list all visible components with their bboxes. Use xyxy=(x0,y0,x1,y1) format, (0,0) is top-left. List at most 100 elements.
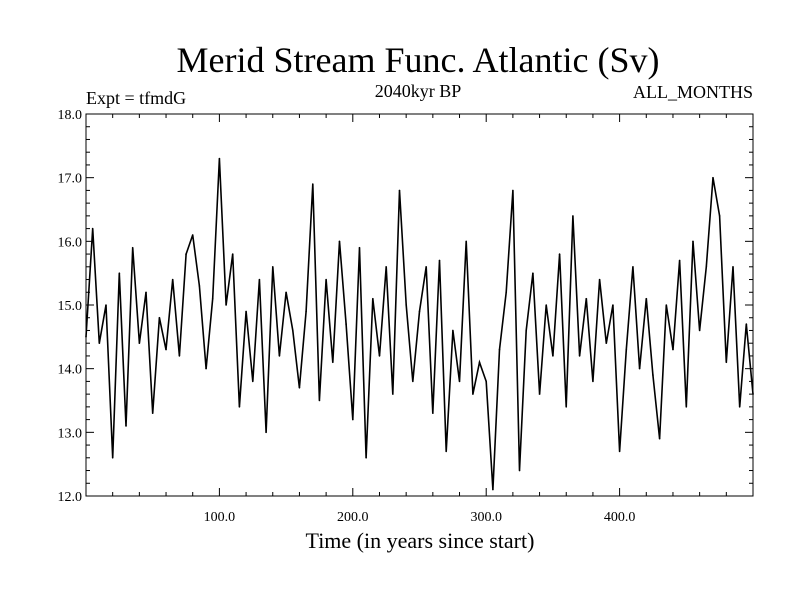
data-point xyxy=(598,278,601,281)
data-point xyxy=(238,406,241,408)
data-point xyxy=(572,215,574,217)
y-tick-label: 12.0 xyxy=(58,490,83,505)
data-point xyxy=(358,246,361,249)
data-point xyxy=(91,227,94,230)
data-point xyxy=(158,316,161,319)
data-point xyxy=(105,304,107,306)
data-point xyxy=(191,234,194,236)
data-point xyxy=(638,367,641,370)
data-point xyxy=(692,240,694,243)
series-line xyxy=(85,158,754,490)
data-point xyxy=(665,304,668,306)
data-point xyxy=(485,380,488,383)
data-point xyxy=(672,348,674,351)
data-point xyxy=(98,342,101,345)
data-point xyxy=(305,310,307,313)
data-point xyxy=(425,266,427,268)
data-point xyxy=(378,355,381,357)
data-point xyxy=(705,266,708,268)
data-point xyxy=(652,374,654,376)
plot-frame xyxy=(85,113,754,497)
data-point xyxy=(558,253,561,255)
data-point xyxy=(538,393,541,395)
chart-title: Merid Stream Func. Atlantic (Sv) xyxy=(177,40,660,80)
data-point xyxy=(512,189,514,192)
x-tick-label: 100.0 xyxy=(204,510,236,525)
data-point xyxy=(585,297,588,300)
data-point xyxy=(592,380,594,383)
data-point xyxy=(185,253,187,255)
plot-area: 12.0 13.0 14.0 15.0 16.0 17.0 18.0 100.0 200.0 30… xyxy=(58,108,754,525)
data-point xyxy=(125,425,127,427)
data-point xyxy=(632,266,634,268)
data-point xyxy=(318,399,321,402)
x-axis-label: Time (in years since start) xyxy=(306,528,535,553)
data-point xyxy=(458,380,461,383)
data-point xyxy=(438,259,441,262)
data-point xyxy=(372,297,374,300)
months-label: ALL_MONTHS xyxy=(633,82,753,102)
data-point xyxy=(532,272,534,274)
data-point xyxy=(165,348,167,351)
data-point xyxy=(311,183,314,185)
data-point xyxy=(452,329,454,332)
data-point xyxy=(278,355,281,357)
data-point xyxy=(385,266,387,268)
data-point xyxy=(178,355,181,357)
data-point xyxy=(605,342,608,345)
data-point xyxy=(138,342,141,345)
data-point xyxy=(478,361,481,364)
data-point xyxy=(271,266,274,268)
data-point xyxy=(338,240,341,243)
data-point xyxy=(745,323,748,325)
data-point xyxy=(225,304,227,306)
data-point xyxy=(565,406,568,408)
y-tick-label: 16.0 xyxy=(58,235,83,250)
y-tick-label: 14.0 xyxy=(58,363,83,378)
data-point xyxy=(171,278,174,281)
y-tick-label: 18.0 xyxy=(58,108,83,123)
data-point xyxy=(298,386,301,389)
data-point xyxy=(612,304,614,306)
y-tick-label: 17.0 xyxy=(58,172,83,187)
data-point xyxy=(111,457,114,459)
data-point xyxy=(658,437,661,440)
data-point xyxy=(492,488,494,491)
data-point xyxy=(738,406,741,408)
data-point xyxy=(251,380,254,383)
data-point xyxy=(291,329,294,332)
data-point xyxy=(625,348,628,351)
data-point xyxy=(398,189,401,192)
data-point xyxy=(718,215,721,217)
x-tick-label: 200.0 xyxy=(337,510,369,525)
data-point xyxy=(325,278,327,281)
data-point xyxy=(505,291,508,294)
data-point xyxy=(472,393,474,395)
data-point xyxy=(725,361,728,364)
y-tick-label: 13.0 xyxy=(58,426,83,441)
data-point xyxy=(258,278,261,281)
data-point xyxy=(678,259,681,262)
data-point xyxy=(205,367,207,370)
data-point xyxy=(418,310,421,313)
data-point xyxy=(465,240,467,243)
data-point xyxy=(525,329,528,332)
data-point xyxy=(432,412,434,415)
data-point xyxy=(151,412,154,415)
data-point xyxy=(218,157,221,160)
data-point xyxy=(498,348,501,351)
data-point xyxy=(352,418,354,421)
data-point xyxy=(412,380,414,383)
period-label: 2040kyr BP xyxy=(375,81,462,101)
data-point xyxy=(752,393,754,395)
data-point xyxy=(392,393,394,395)
data-point xyxy=(698,329,701,332)
data-point xyxy=(518,469,521,472)
data-point xyxy=(285,291,287,294)
data-point xyxy=(405,304,407,306)
data-point xyxy=(345,323,347,325)
data-point xyxy=(231,253,234,255)
data-point xyxy=(331,361,334,364)
data-point xyxy=(578,355,581,357)
